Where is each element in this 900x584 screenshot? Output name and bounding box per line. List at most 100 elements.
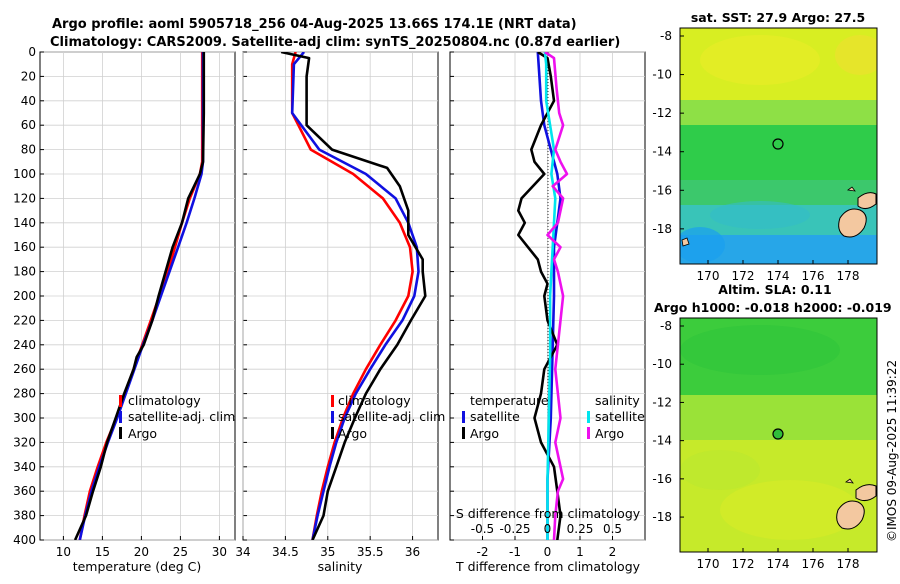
x-tick-label: 2 <box>609 545 617 559</box>
depth-tick-label: 280 <box>13 387 36 401</box>
s-diff-tick-label: 0.5 <box>603 522 622 536</box>
sla-map-panel: Altim. SLA: 0.11 Argo h1000: -0.018 h200… <box>652 282 891 571</box>
lat-tick-label: -8 <box>660 319 672 333</box>
salinity-grid <box>242 51 438 541</box>
temperature-series <box>73 52 206 540</box>
sla-map-title1: Altim. SLA: 0.11 <box>718 282 831 297</box>
legend-label-sal-argo: Argo <box>595 426 624 441</box>
depth-tick-labels: 0 20 40 60 80 100 120 140 160 180 200 220 240 260 280 3… <box>13 45 36 547</box>
sla-map-lon-ticks: 170 172 174 176 178 <box>697 548 859 571</box>
series-line-argo <box>73 52 206 540</box>
depth-tick-label: 200 <box>13 289 36 303</box>
temperature-tick-labels: 10 15 20 25 30 <box>56 545 227 559</box>
depth-tick-label: 20 <box>21 69 36 83</box>
island-vanua-levu <box>855 484 877 502</box>
legend-swatch-sal-argo <box>587 427 590 439</box>
legend-title-temperature: temperature <box>470 393 549 408</box>
temperature-legend: climatology satellite-adj. clim Argo <box>119 393 235 441</box>
depth-tick-label: 80 <box>21 143 36 157</box>
legend-label-temp-satellite: satellite <box>470 409 520 424</box>
lon-tick-label: 176 <box>802 557 825 571</box>
island-small-1 <box>846 186 856 192</box>
s-difference-tick-labels: -0.5 -0.25 0 0.25 0.5 <box>471 522 622 536</box>
salinity-xlabel: salinity <box>318 559 363 574</box>
lon-tick-label: 172 <box>732 269 755 283</box>
lat-tick-label: -18 <box>652 510 672 524</box>
lon-tick-label: 176 <box>802 269 825 283</box>
legend-label-argo: Argo <box>128 426 157 441</box>
salinity-tick-labels: 34 34.5 35 35.5 36 <box>235 545 420 559</box>
argo-position-marker <box>772 428 784 440</box>
s-diff-tick-label: -0.5 <box>471 522 494 536</box>
sst-map-title: sat. SST: 27.9 Argo: 27.5 <box>691 10 865 25</box>
sst-patch-orange <box>835 35 877 75</box>
x-tick-label: 30 <box>212 545 227 559</box>
legend-label-sal-satellite: satellite <box>595 409 645 424</box>
sla-patch-green <box>680 325 840 375</box>
depth-tick-label: 300 <box>13 411 36 425</box>
sst-patch-yellow <box>700 35 820 85</box>
difference-legend: temperature salinity satellite Argo sate… <box>462 393 645 441</box>
depth-tick-label: 220 <box>13 313 36 327</box>
chart-title-line1: Argo profile: aoml 5905718_256 04-Aug-20… <box>52 17 577 32</box>
sst-map-lat-ticks: -8 -10 -12 -14 -16 -18 <box>652 29 684 236</box>
x-tick-label: -1 <box>509 545 521 559</box>
depth-tick-label: 320 <box>13 435 36 449</box>
sst-patch-blue <box>680 227 725 263</box>
x-tick-label: 25 <box>173 545 188 559</box>
lat-tick-label: -8 <box>660 29 672 43</box>
lat-tick-label: -10 <box>652 357 672 371</box>
lon-tick-label: 170 <box>697 557 720 571</box>
s-diff-tick-label: 0 <box>544 522 552 536</box>
sst-map-lon-ticks: 170 172 174 176 178 <box>697 260 859 283</box>
s-diff-tick-label: 0.25 <box>567 522 594 536</box>
sst-map-image <box>680 28 877 264</box>
lat-tick-label: -14 <box>652 434 672 448</box>
legend-swatch-climatology <box>119 395 122 407</box>
lat-tick-label: -14 <box>652 145 672 159</box>
series-line-climatology <box>290 52 414 540</box>
lat-tick-label: -12 <box>652 395 672 409</box>
lat-tick-label: -12 <box>652 106 672 120</box>
legend-swatch-climatology <box>331 395 334 407</box>
series-line-argo <box>280 52 427 540</box>
argo-position-marker <box>772 138 784 150</box>
depth-tick-label: 120 <box>13 191 36 205</box>
depth-tick-label: 160 <box>13 240 36 254</box>
lat-tick-label: -10 <box>652 68 672 82</box>
x-tick-label: 1 <box>576 545 584 559</box>
depth-tick-label: 0 <box>28 45 36 59</box>
depth-tick-label: 40 <box>21 94 36 108</box>
sla-patch-yellow <box>720 480 860 540</box>
depth-tick-label: 180 <box>13 265 36 279</box>
lon-tick-label: 172 <box>732 557 755 571</box>
s-diff-tick-label: -0.25 <box>499 522 530 536</box>
lon-tick-label: 174 <box>767 557 790 571</box>
legend-swatch-argo <box>119 427 122 439</box>
lat-tick-label: -18 <box>652 222 672 236</box>
salinity-legend: climatology satellite-adj. clim Argo <box>331 393 445 441</box>
chart-title-line2: Climatology: CARS2009. Satellite-adj cli… <box>50 35 620 50</box>
x-tick-label: 15 <box>95 545 110 559</box>
island-vanua-levu <box>857 192 877 210</box>
sst-band-green <box>680 125 877 185</box>
lat-tick-label: -16 <box>652 472 672 486</box>
difference-series <box>516 52 569 540</box>
depth-tick-label: 380 <box>13 509 36 523</box>
difference-panel: -2 -1 0 1 2 -0.5 -0.25 0 0.25 0.5 S difference f… <box>449 51 646 574</box>
lon-tick-label: 174 <box>767 269 790 283</box>
salinity-panel: 34 34.5 35 35.5 36 salinity climatology sate… <box>235 51 445 574</box>
sla-map-lat-ticks: -8 -10 -12 -14 -16 -18 <box>652 319 684 524</box>
legend-title-salinity: salinity <box>595 393 640 408</box>
imos-watermark: ©IMOS 09-Aug-2025 11:39:22 <box>885 360 899 542</box>
sst-patch-cyan <box>710 201 810 229</box>
difference-grid <box>450 51 645 541</box>
series-line-salinity-satellite <box>543 52 557 540</box>
legend-label-argo: Argo <box>338 426 367 441</box>
x-tick-label: 34 <box>235 545 250 559</box>
depth-tick-label: 260 <box>13 362 36 376</box>
legend-swatch-sal-satellite <box>587 411 590 423</box>
sla-patch-lime <box>680 450 760 490</box>
x-tick-label: 35.5 <box>357 545 384 559</box>
